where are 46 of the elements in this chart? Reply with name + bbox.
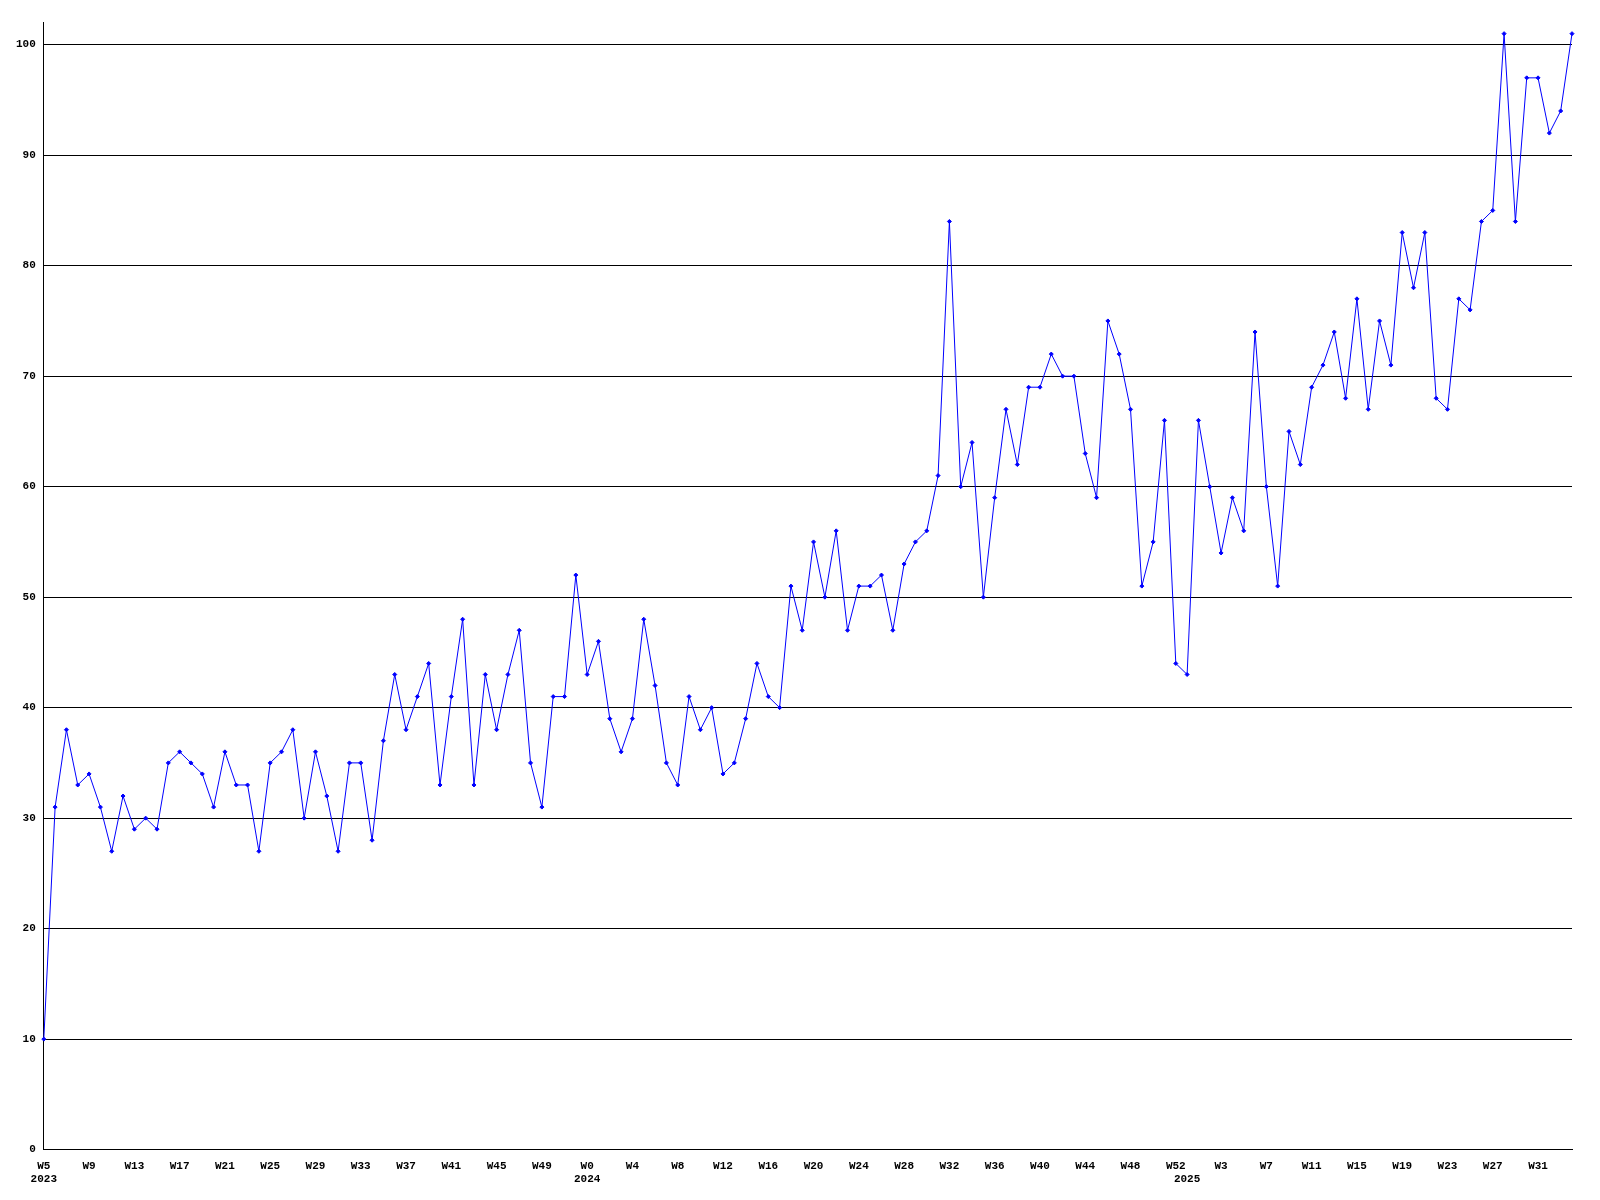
- y-tick-label: 70: [22, 369, 36, 382]
- x-tick-label: W0 2024: [573, 1159, 601, 1186]
- y-tick-label: 80: [22, 259, 36, 272]
- x-tick-label: W33: [350, 1159, 372, 1172]
- x-tick-label: W41: [441, 1159, 462, 1172]
- x-tick-label: W16: [758, 1159, 779, 1172]
- x-tick-label: W24: [848, 1159, 870, 1172]
- x-tick-label: W4: [625, 1159, 640, 1172]
- x-tick-label: W52: [1165, 1159, 1186, 1172]
- x-tick-label: W25: [260, 1159, 281, 1172]
- y-tick-label: 30: [22, 811, 36, 824]
- x-tick-label: W20: [803, 1159, 824, 1172]
- x-tick-label: W23: [1437, 1159, 1458, 1172]
- x-tick-label: W9: [82, 1159, 96, 1172]
- x-tick-label: W13: [124, 1159, 145, 1172]
- y-tick-label: 100: [15, 38, 36, 51]
- x-tick-label: W3: [1214, 1159, 1229, 1172]
- x-tick-label: W8: [671, 1159, 685, 1172]
- y-tick-label: 20: [22, 922, 36, 935]
- y-tick-label: 0: [29, 1143, 36, 1156]
- x-tick-label: W32: [939, 1159, 960, 1172]
- x-tick-label: W36: [984, 1159, 1005, 1172]
- x-tick-label: W48: [1120, 1159, 1141, 1172]
- x-tick-label: W29: [305, 1159, 326, 1172]
- x-tick-label: W49: [531, 1159, 552, 1172]
- y-tick-label: 10: [22, 1032, 36, 1045]
- x-tick-label: W17: [169, 1159, 190, 1172]
- y-tick-label: 50: [22, 590, 36, 603]
- x-tick-label: 2025: [1173, 1173, 1201, 1186]
- x-tick-label: W15: [1347, 1159, 1368, 1172]
- x-tick-label: W5 2023: [30, 1159, 58, 1186]
- x-tick-label: W19: [1392, 1159, 1413, 1172]
- x-tick-label: W44: [1075, 1159, 1096, 1172]
- y-tick-label: 40: [22, 701, 36, 714]
- y-tick-label: 60: [22, 480, 36, 493]
- x-tick-label: W7: [1259, 1159, 1273, 1172]
- x-tick-label: W11: [1301, 1159, 1322, 1172]
- x-tick-label: W21: [215, 1159, 236, 1172]
- x-tick-label: W37: [396, 1159, 416, 1172]
- x-tick-label: W27: [1482, 1159, 1503, 1172]
- x-tick-label: W12: [713, 1159, 733, 1172]
- y-tick-label: 90: [22, 148, 36, 161]
- x-tick-label: W28: [894, 1159, 915, 1172]
- x-tick-label: W31: [1528, 1159, 1549, 1172]
- x-tick-label: W45: [486, 1159, 507, 1172]
- x-tick-label: W40: [1030, 1159, 1050, 1172]
